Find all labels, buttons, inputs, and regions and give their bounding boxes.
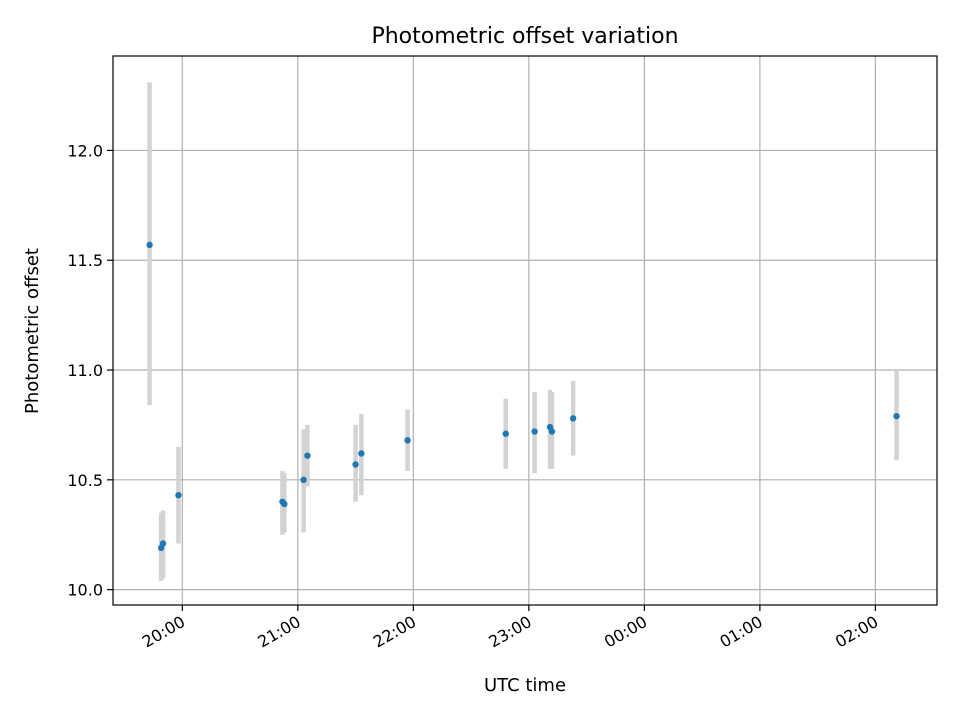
y-tick-label: 12.0 xyxy=(67,141,103,160)
y-tick-label: 10.5 xyxy=(67,471,103,490)
data-point xyxy=(304,452,311,459)
data-point xyxy=(146,241,153,249)
data-points xyxy=(146,241,900,552)
data-point xyxy=(893,412,900,420)
y-tick-label: 11.0 xyxy=(67,361,103,380)
data-point xyxy=(531,428,538,435)
y-axis-ticks: 10.0 10.5 11.0 11.5 12.0 xyxy=(67,141,113,600)
x-axis-label: UTC time xyxy=(484,675,566,696)
data-point xyxy=(569,415,577,422)
plot-frame xyxy=(112,55,938,606)
data-point xyxy=(175,492,182,499)
data-point xyxy=(281,500,288,508)
data-point xyxy=(502,430,509,437)
grid xyxy=(113,56,937,605)
data-point xyxy=(404,437,411,444)
data-point xyxy=(358,450,365,457)
chart-title: Photometric offset variation xyxy=(371,24,678,49)
data-point xyxy=(352,461,359,468)
data-point xyxy=(159,540,167,547)
data-point xyxy=(548,428,556,435)
y-tick-label: 10.0 xyxy=(67,581,103,600)
data-point xyxy=(300,476,307,484)
y-tick-label: 11.5 xyxy=(67,251,103,270)
y-axis-label: Photometric offset xyxy=(22,248,43,414)
